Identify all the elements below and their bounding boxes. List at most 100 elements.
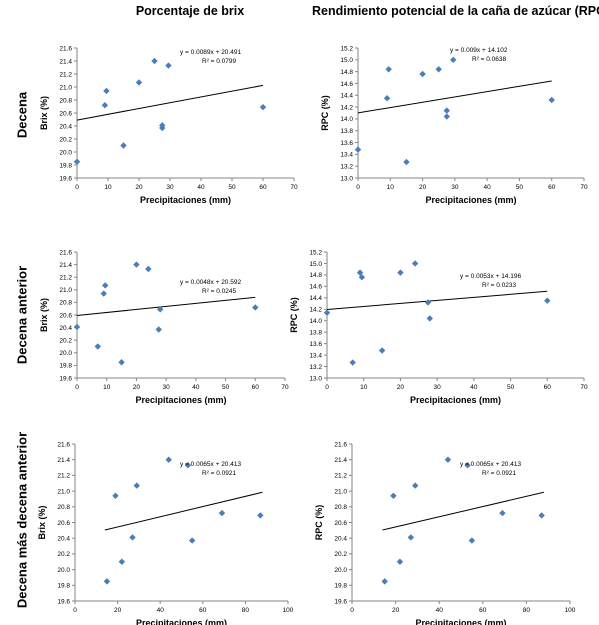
y-tick-label: 21.0 xyxy=(57,488,70,495)
trendline xyxy=(326,290,548,311)
trend-equation: y = 0.0053x + 14.196 xyxy=(460,273,521,280)
data-point xyxy=(133,482,140,489)
x-tick-label: 0 xyxy=(75,384,79,391)
trendline xyxy=(382,491,544,531)
data-point xyxy=(499,509,506,517)
x-tick-label: 40 xyxy=(436,607,444,614)
y-tick-label: 21.2 xyxy=(59,71,72,78)
y-tick-label: 21.2 xyxy=(57,473,70,480)
y-tick-label: 14.8 xyxy=(309,272,322,279)
chart-decena-brix: 19.6 19.8 20.0 20.2 20.4 20.6 20.8 21.0 21.2 21.4… xyxy=(39,45,298,205)
y-tick-label: 14.0 xyxy=(309,318,322,325)
x-tick-label: 50 xyxy=(516,184,524,191)
y-tick-label: 20.0 xyxy=(59,149,72,156)
x-tick-label: 60 xyxy=(199,607,207,614)
y-tick-label: 19.8 xyxy=(59,162,72,169)
x-tick-label: 20 xyxy=(392,607,400,614)
x-tick-label: 40 xyxy=(197,184,205,191)
y-tick-label: 20.4 xyxy=(59,123,72,130)
y-axis-label: RPC (%) xyxy=(314,505,324,541)
y-tick-label: 14.8 xyxy=(340,69,353,76)
right-column-title: Rendimiento potencial de la caña de azúc… xyxy=(312,4,599,18)
x-tick-label: 10 xyxy=(387,184,395,191)
data-point xyxy=(358,274,366,281)
y-tick-label: 14.2 xyxy=(340,104,353,111)
x-tick-label: 60 xyxy=(548,184,556,191)
data-point xyxy=(419,70,426,78)
data-point xyxy=(102,282,109,289)
x-tick-label: 20 xyxy=(419,184,427,191)
row-label-decena: Decena xyxy=(14,91,30,139)
y-tick-label: 20.6 xyxy=(57,520,70,527)
data-point xyxy=(426,315,433,322)
trend-r2: R² = 0.0245 xyxy=(202,288,237,295)
data-point xyxy=(101,102,109,109)
data-point xyxy=(403,158,410,166)
data-point xyxy=(378,347,386,354)
x-tick-label: 0 xyxy=(75,184,79,191)
y-tick-label: 14.0 xyxy=(340,116,353,123)
data-point xyxy=(155,326,162,333)
y-tick-label: 19.6 xyxy=(59,175,72,182)
y-tick-label: 21.4 xyxy=(57,457,70,464)
y-tick-label: 20.6 xyxy=(59,312,72,319)
data-point xyxy=(133,261,140,268)
data-point xyxy=(356,269,364,276)
data-point xyxy=(407,534,415,541)
y-tick-label: 14.6 xyxy=(309,284,322,291)
data-point xyxy=(450,56,457,64)
y-tick-label: 20.4 xyxy=(57,536,70,543)
x-tick-label: 0 xyxy=(350,607,354,614)
data-point xyxy=(435,66,442,73)
y-tick-label: 13.2 xyxy=(309,364,322,371)
trend-equation: y = 0.0065x + 20.413 xyxy=(180,461,241,468)
x-tick-label: 0 xyxy=(73,607,77,614)
x-tick-label: 40 xyxy=(484,184,492,191)
y-tick-label: 20.0 xyxy=(59,350,72,357)
y-tick-label: 20.8 xyxy=(57,504,70,511)
y-tick-label: 15.2 xyxy=(340,45,353,52)
y-tick-label: 20.6 xyxy=(59,110,72,117)
x-tick-label: 20 xyxy=(397,384,405,391)
y-tick-label: 20.6 xyxy=(334,520,347,527)
y-tick-label: 21.4 xyxy=(334,457,347,464)
chart-decena-rpc: 13.0 13.2 13.4 13.6 13.8 14.0 14.2 14.4 14.6 14.8… xyxy=(320,45,588,205)
data-point xyxy=(165,62,172,69)
y-tick-label: 15.2 xyxy=(309,249,322,256)
x-tick-label: 30 xyxy=(434,384,442,391)
data-point xyxy=(94,343,101,350)
y-tick-label: 19.8 xyxy=(57,583,70,590)
data-point xyxy=(100,290,107,297)
data-point xyxy=(103,87,110,95)
data-point xyxy=(548,96,555,104)
trend-equation: y = 0.0089x + 20.491 xyxy=(180,49,241,56)
trendline xyxy=(76,84,264,121)
y-tick-label: 21.0 xyxy=(59,287,72,294)
y-axis-label: RPC (%) xyxy=(289,297,299,333)
data-point xyxy=(145,265,152,273)
y-tick-label: 20.8 xyxy=(59,300,72,307)
data-point xyxy=(443,107,450,114)
x-tick-label: 20 xyxy=(135,184,143,191)
row-label-decena-mas-anterior: Decena más decena anterior xyxy=(14,431,30,609)
trend-r2: R² = 0.0799 xyxy=(202,58,237,65)
x-tick-label: 80 xyxy=(523,607,531,614)
data-point xyxy=(544,297,551,304)
x-tick-label: 40 xyxy=(470,384,478,391)
trendline xyxy=(357,80,552,114)
trend-r2: R² = 0.0921 xyxy=(202,470,237,477)
x-tick-label: 70 xyxy=(290,184,298,191)
data-point xyxy=(252,304,259,311)
data-point xyxy=(73,158,81,165)
data-point xyxy=(443,113,450,120)
chart-decena-mas-anterior-brix: 19.6 19.8 20.0 20.2 20.4 20.6 20.8 21.0 21.2 21.4… xyxy=(37,441,294,625)
x-tick-label: 50 xyxy=(228,184,236,191)
y-tick-label: 14.2 xyxy=(309,307,322,314)
y-tick-label: 21.6 xyxy=(334,441,347,448)
data-point xyxy=(411,260,419,267)
data-point xyxy=(184,461,192,469)
x-tick-label: 70 xyxy=(580,384,588,391)
trend-equation: y = 0.009x + 14.102 xyxy=(450,47,508,54)
y-tick-label: 14.6 xyxy=(340,81,353,88)
y-axis-label: Brix (%) xyxy=(39,96,49,130)
